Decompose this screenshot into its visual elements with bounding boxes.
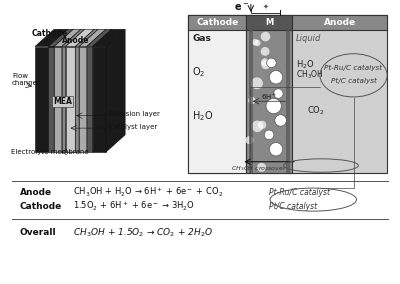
- Polygon shape: [54, 29, 73, 152]
- Text: Anode: Anode: [62, 36, 89, 45]
- Text: e$^-$: e$^-$: [234, 2, 249, 13]
- Circle shape: [248, 97, 256, 104]
- Bar: [286, 30, 290, 173]
- Text: Diffusion layer: Diffusion layer: [109, 111, 160, 117]
- Text: CH$_3$OH + H$_2$O → 6H$^+$ + 6e$^-$ + CO$_2$: CH$_3$OH + H$_2$O → 6H$^+$ + 6e$^-$ + CO…: [73, 186, 224, 199]
- Circle shape: [258, 121, 266, 129]
- Text: Liquid: Liquid: [296, 34, 321, 43]
- Polygon shape: [106, 29, 125, 152]
- Polygon shape: [79, 29, 106, 47]
- Polygon shape: [48, 47, 54, 152]
- Bar: [188, 15, 246, 30]
- Polygon shape: [54, 29, 81, 47]
- Bar: [251, 1, 280, 13]
- Polygon shape: [92, 29, 125, 47]
- Bar: [188, 15, 387, 173]
- Bar: [249, 30, 253, 173]
- Circle shape: [252, 39, 258, 45]
- Text: 6H$^+$: 6H$^+$: [261, 91, 277, 102]
- Polygon shape: [48, 29, 73, 47]
- Polygon shape: [62, 47, 66, 152]
- Text: Pt-Ru/C catalyst: Pt-Ru/C catalyst: [324, 64, 383, 71]
- Text: MEA: MEA: [53, 97, 72, 106]
- Bar: [188, 15, 246, 173]
- Polygon shape: [92, 47, 106, 152]
- Polygon shape: [66, 47, 75, 152]
- Circle shape: [264, 130, 274, 140]
- Text: M: M: [265, 18, 273, 27]
- Polygon shape: [62, 29, 85, 47]
- Circle shape: [269, 143, 283, 156]
- Text: CH$_3$OH crossover: CH$_3$OH crossover: [231, 164, 287, 173]
- Bar: [246, 15, 292, 30]
- Circle shape: [251, 77, 263, 89]
- Text: ✦: ✦: [262, 4, 268, 10]
- Circle shape: [261, 58, 269, 66]
- Text: Anode: Anode: [20, 188, 52, 197]
- Polygon shape: [35, 29, 68, 47]
- Polygon shape: [79, 29, 98, 152]
- Text: Cathode: Cathode: [20, 202, 62, 211]
- Circle shape: [266, 58, 276, 68]
- Circle shape: [269, 70, 283, 84]
- Circle shape: [261, 32, 270, 41]
- Circle shape: [261, 60, 270, 69]
- Text: H$_2$O: H$_2$O: [296, 59, 314, 71]
- Polygon shape: [54, 47, 62, 152]
- Polygon shape: [66, 29, 85, 152]
- Circle shape: [266, 98, 281, 114]
- Text: CH$_3$OH: CH$_3$OH: [296, 68, 324, 81]
- Text: Overall: Overall: [20, 228, 56, 237]
- Circle shape: [274, 89, 283, 98]
- Circle shape: [254, 40, 261, 46]
- Text: CH$_3$OH + 1.5O$_2$ → CO$_2$ + 2H$_2$O: CH$_3$OH + 1.5O$_2$ → CO$_2$ + 2H$_2$O: [73, 226, 213, 239]
- Text: Gas: Gas: [192, 34, 211, 43]
- Polygon shape: [75, 29, 94, 152]
- Circle shape: [245, 136, 254, 144]
- Circle shape: [261, 47, 270, 56]
- Bar: [292, 15, 387, 30]
- Polygon shape: [75, 47, 79, 152]
- Circle shape: [252, 120, 263, 132]
- Text: Pt/C catalyst: Pt/C catalyst: [269, 202, 317, 211]
- Text: Pt-Ru/C catalyst: Pt-Ru/C catalyst: [269, 188, 330, 197]
- Polygon shape: [75, 29, 98, 47]
- Polygon shape: [87, 29, 106, 152]
- Circle shape: [275, 115, 286, 126]
- Bar: [246, 15, 292, 173]
- Polygon shape: [87, 29, 112, 47]
- Text: H$_2$O: H$_2$O: [192, 109, 214, 122]
- Polygon shape: [62, 29, 81, 152]
- Polygon shape: [92, 29, 112, 152]
- Text: Flow
channel: Flow channel: [12, 73, 40, 86]
- Text: Electrolyte membrane: Electrolyte membrane: [11, 149, 88, 155]
- Polygon shape: [87, 47, 92, 152]
- Polygon shape: [79, 47, 87, 152]
- Text: Cathode: Cathode: [196, 18, 238, 27]
- Text: Anode: Anode: [324, 18, 356, 27]
- Text: Cathode: Cathode: [31, 29, 68, 38]
- Text: Catalyst layer: Catalyst layer: [109, 124, 157, 130]
- Text: CO$_2$: CO$_2$: [306, 105, 324, 117]
- Polygon shape: [35, 47, 48, 152]
- Circle shape: [257, 163, 266, 172]
- Text: O$_2$: O$_2$: [192, 66, 206, 79]
- Text: Pt/C catalyst: Pt/C catalyst: [331, 78, 376, 84]
- Polygon shape: [48, 29, 68, 152]
- Text: 1.5O$_2$ + 6H$^+$ + 6e$^-$ → 3H$_2$O: 1.5O$_2$ + 6H$^+$ + 6e$^-$ → 3H$_2$O: [73, 200, 195, 213]
- Polygon shape: [66, 29, 94, 47]
